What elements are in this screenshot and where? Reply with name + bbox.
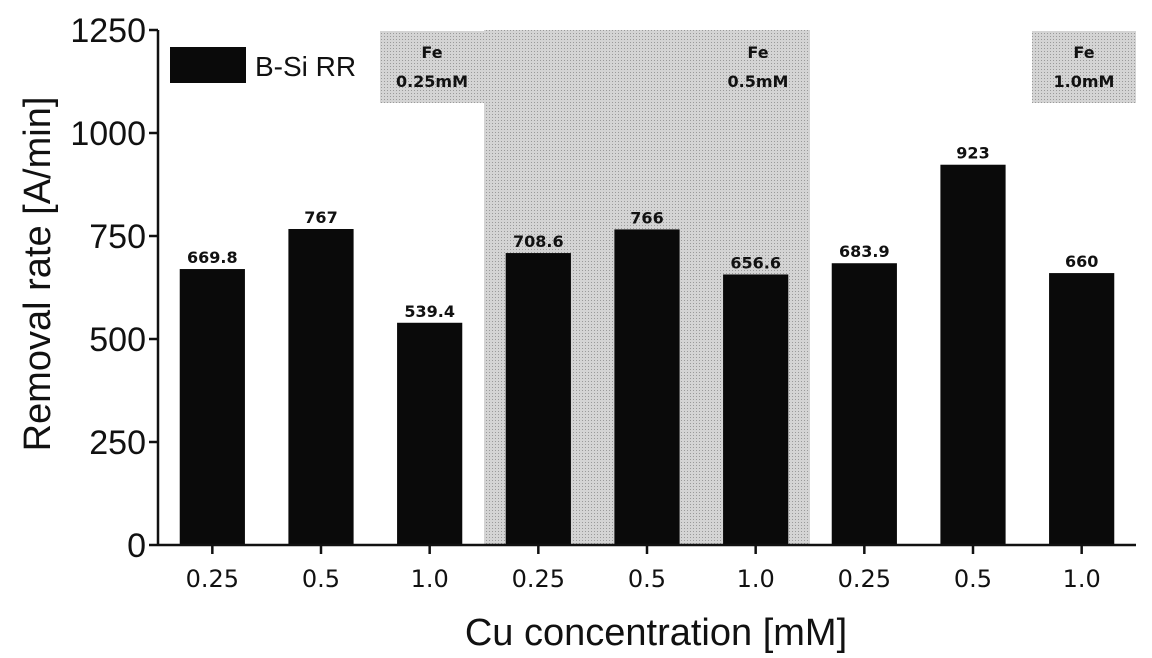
x-tick-label-1: 0.25 xyxy=(186,565,239,593)
bar-value-label-9: 660 xyxy=(1065,252,1098,271)
bar-9 xyxy=(1049,273,1114,545)
bar-2 xyxy=(288,229,353,545)
bar-value-label-2: 767 xyxy=(304,208,337,227)
x-tick-label-8: 0.5 xyxy=(954,565,992,593)
bar-1 xyxy=(180,269,245,545)
x-tick-label-7: 0.25 xyxy=(838,565,891,593)
x-tick-label-2: 0.5 xyxy=(302,565,340,593)
x-axis-label: Cu concentration [mM] xyxy=(465,612,847,654)
region-label-box-1 xyxy=(380,31,484,103)
legend: B-Si RR xyxy=(170,47,356,83)
x-tick-label-4: 0.25 xyxy=(512,565,565,593)
region-label-box-3 xyxy=(1032,31,1136,103)
bar-value-label-1: 669.8 xyxy=(187,248,238,267)
bar-7 xyxy=(832,263,897,545)
region-label-fe-1: Fe xyxy=(421,43,442,62)
region-label-fe-3: Fe xyxy=(1073,43,1094,62)
legend-swatch xyxy=(170,47,246,83)
bar-value-label-3: 539.4 xyxy=(404,302,455,321)
y-tick-label-250: 250 xyxy=(89,424,146,462)
region-label-fe-2: Fe xyxy=(747,43,768,62)
x-tick-label-3: 1.0 xyxy=(411,565,449,593)
bar-value-label-5: 766 xyxy=(630,208,663,227)
region-label-box-2 xyxy=(706,31,810,103)
bar-4 xyxy=(506,253,571,545)
bar-value-label-6: 656.6 xyxy=(730,253,781,272)
region-label-conc-1: 0.25mM xyxy=(396,72,468,91)
x-tick-label-6: 1.0 xyxy=(737,565,775,593)
legend-label: B-Si RR xyxy=(255,51,356,82)
x-tick-label-5: 0.5 xyxy=(628,565,666,593)
bar-6 xyxy=(723,274,788,545)
y-axis-label: Removal rate [A/min] xyxy=(17,97,59,452)
x-tick-label-9: 1.0 xyxy=(1063,565,1101,593)
bar-value-label-7: 683.9 xyxy=(839,242,890,261)
y-tick-label-500: 500 xyxy=(89,321,146,359)
y-tick-label-1000: 1000 xyxy=(70,115,146,153)
y-tick-label-750: 750 xyxy=(89,218,146,256)
bar-3 xyxy=(397,323,462,545)
bar-5 xyxy=(614,229,679,545)
y-tick-label-0: 0 xyxy=(127,527,146,565)
bar-value-label-8: 923 xyxy=(956,144,989,163)
bar-8 xyxy=(940,165,1005,545)
y-tick-label-1250: 1250 xyxy=(70,12,146,50)
bar-value-label-4: 708.6 xyxy=(513,232,564,251)
region-label-conc-2: 0.5mM xyxy=(728,72,789,91)
region-label-conc-3: 1.0mM xyxy=(1054,72,1115,91)
